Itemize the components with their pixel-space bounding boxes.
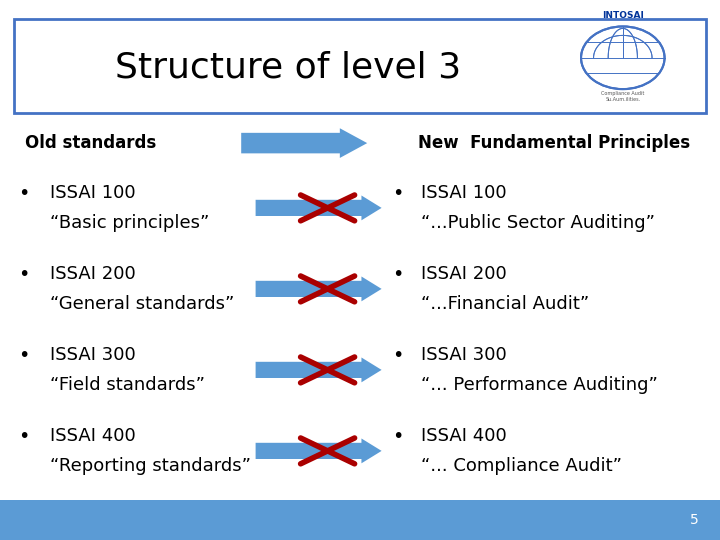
Text: “Basic principles”: “Basic principles” [50,214,210,232]
Text: •: • [392,427,404,446]
FancyArrow shape [256,438,382,463]
Text: ISSAI 300: ISSAI 300 [50,346,136,364]
Text: “Field standards”: “Field standards” [50,376,205,394]
Text: Structure of level 3: Structure of level 3 [115,51,461,84]
Text: “General standards”: “General standards” [50,295,235,313]
Text: “...Public Sector Auditing”: “...Public Sector Auditing” [421,214,655,232]
Text: ISSAI 300: ISSAI 300 [421,346,507,364]
Text: “...Financial Audit”: “...Financial Audit” [421,295,590,313]
Text: “... Performance Auditing”: “... Performance Auditing” [421,376,658,394]
FancyBboxPatch shape [14,19,706,113]
Text: ISSAI 100: ISSAI 100 [50,184,136,202]
Circle shape [581,26,665,89]
Text: Old standards: Old standards [25,134,156,152]
Text: INTOSAI: INTOSAI [602,11,644,20]
Text: ISSAI 200: ISSAI 200 [50,265,136,283]
FancyArrow shape [241,128,367,158]
Text: •: • [18,184,30,202]
Text: •: • [392,346,404,365]
Text: Compliance Audit
Su.Aum.ilities.: Compliance Audit Su.Aum.ilities. [601,91,644,102]
Text: •: • [392,184,404,202]
Text: ISSAI 400: ISSAI 400 [421,427,507,445]
Text: •: • [18,346,30,365]
FancyArrow shape [256,357,382,382]
Text: ISSAI 200: ISSAI 200 [421,265,507,283]
Text: “Reporting standards”: “Reporting standards” [50,457,251,475]
Text: ISSAI 100: ISSAI 100 [421,184,507,202]
FancyBboxPatch shape [0,500,720,540]
Text: •: • [392,265,404,284]
FancyArrow shape [256,195,382,220]
Text: •: • [18,265,30,284]
Text: New  Fundamental Principles: New Fundamental Principles [418,134,690,152]
FancyArrow shape [256,276,382,301]
Text: •: • [18,427,30,446]
Text: 5: 5 [690,513,698,526]
Text: “... Compliance Audit”: “... Compliance Audit” [421,457,622,475]
Text: ISSAI 400: ISSAI 400 [50,427,136,445]
